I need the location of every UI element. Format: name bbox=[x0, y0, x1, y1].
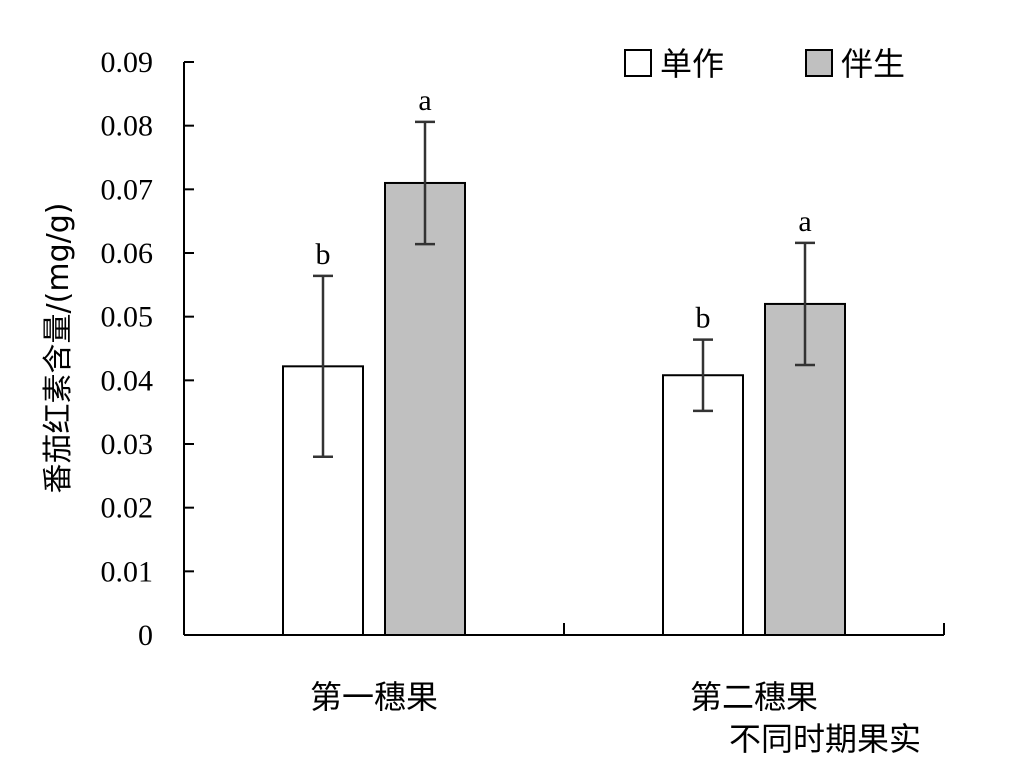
y-axis-ticks: 0 0.01 0.02 0.03 0.04 0.05 0.06 0.07 0.08 0.09 bbox=[101, 46, 194, 652]
category-label: 第二穗果 bbox=[690, 678, 818, 716]
bars-group bbox=[282, 181, 846, 636]
y-tick-label: 0.06 bbox=[101, 237, 154, 270]
error-bars-group bbox=[313, 120, 815, 458]
y-tick-label: 0 bbox=[138, 619, 153, 652]
significance-letter: a bbox=[798, 205, 811, 238]
bar-companion bbox=[384, 181, 466, 636]
significance-letter: a bbox=[418, 84, 431, 117]
category-labels: 第一穗果 第二穗果 bbox=[310, 678, 818, 716]
significance-labels: b a b a bbox=[316, 84, 812, 335]
y-tick-label: 0.08 bbox=[101, 110, 154, 143]
legend: 单作 伴生 bbox=[624, 45, 905, 83]
y-axis-title: 番茄红素含量/(mg/g) bbox=[41, 203, 76, 494]
y-tick-label: 0.05 bbox=[101, 301, 154, 334]
y-tick-label: 0.07 bbox=[101, 173, 154, 206]
bar-mono bbox=[662, 374, 744, 636]
y-tick-label: 0.02 bbox=[101, 492, 154, 525]
significance-letter: b bbox=[316, 238, 331, 271]
y-tick-label: 0.01 bbox=[101, 555, 154, 588]
y-tick-label: 0.03 bbox=[101, 428, 154, 461]
legend-label-mono: 单作 bbox=[660, 45, 724, 83]
y-tick-label: 0.09 bbox=[101, 46, 154, 79]
category-label: 第一穗果 bbox=[310, 678, 438, 716]
x-axis-title: 不同时期果实 bbox=[729, 720, 921, 758]
x-axis-ticks bbox=[563, 623, 945, 635]
legend-label-companion: 伴生 bbox=[841, 45, 905, 83]
legend-swatch-companion bbox=[805, 49, 833, 77]
legend-swatch-mono bbox=[624, 49, 652, 77]
y-tick-label: 0.04 bbox=[101, 364, 154, 397]
significance-letter: b bbox=[696, 302, 711, 335]
